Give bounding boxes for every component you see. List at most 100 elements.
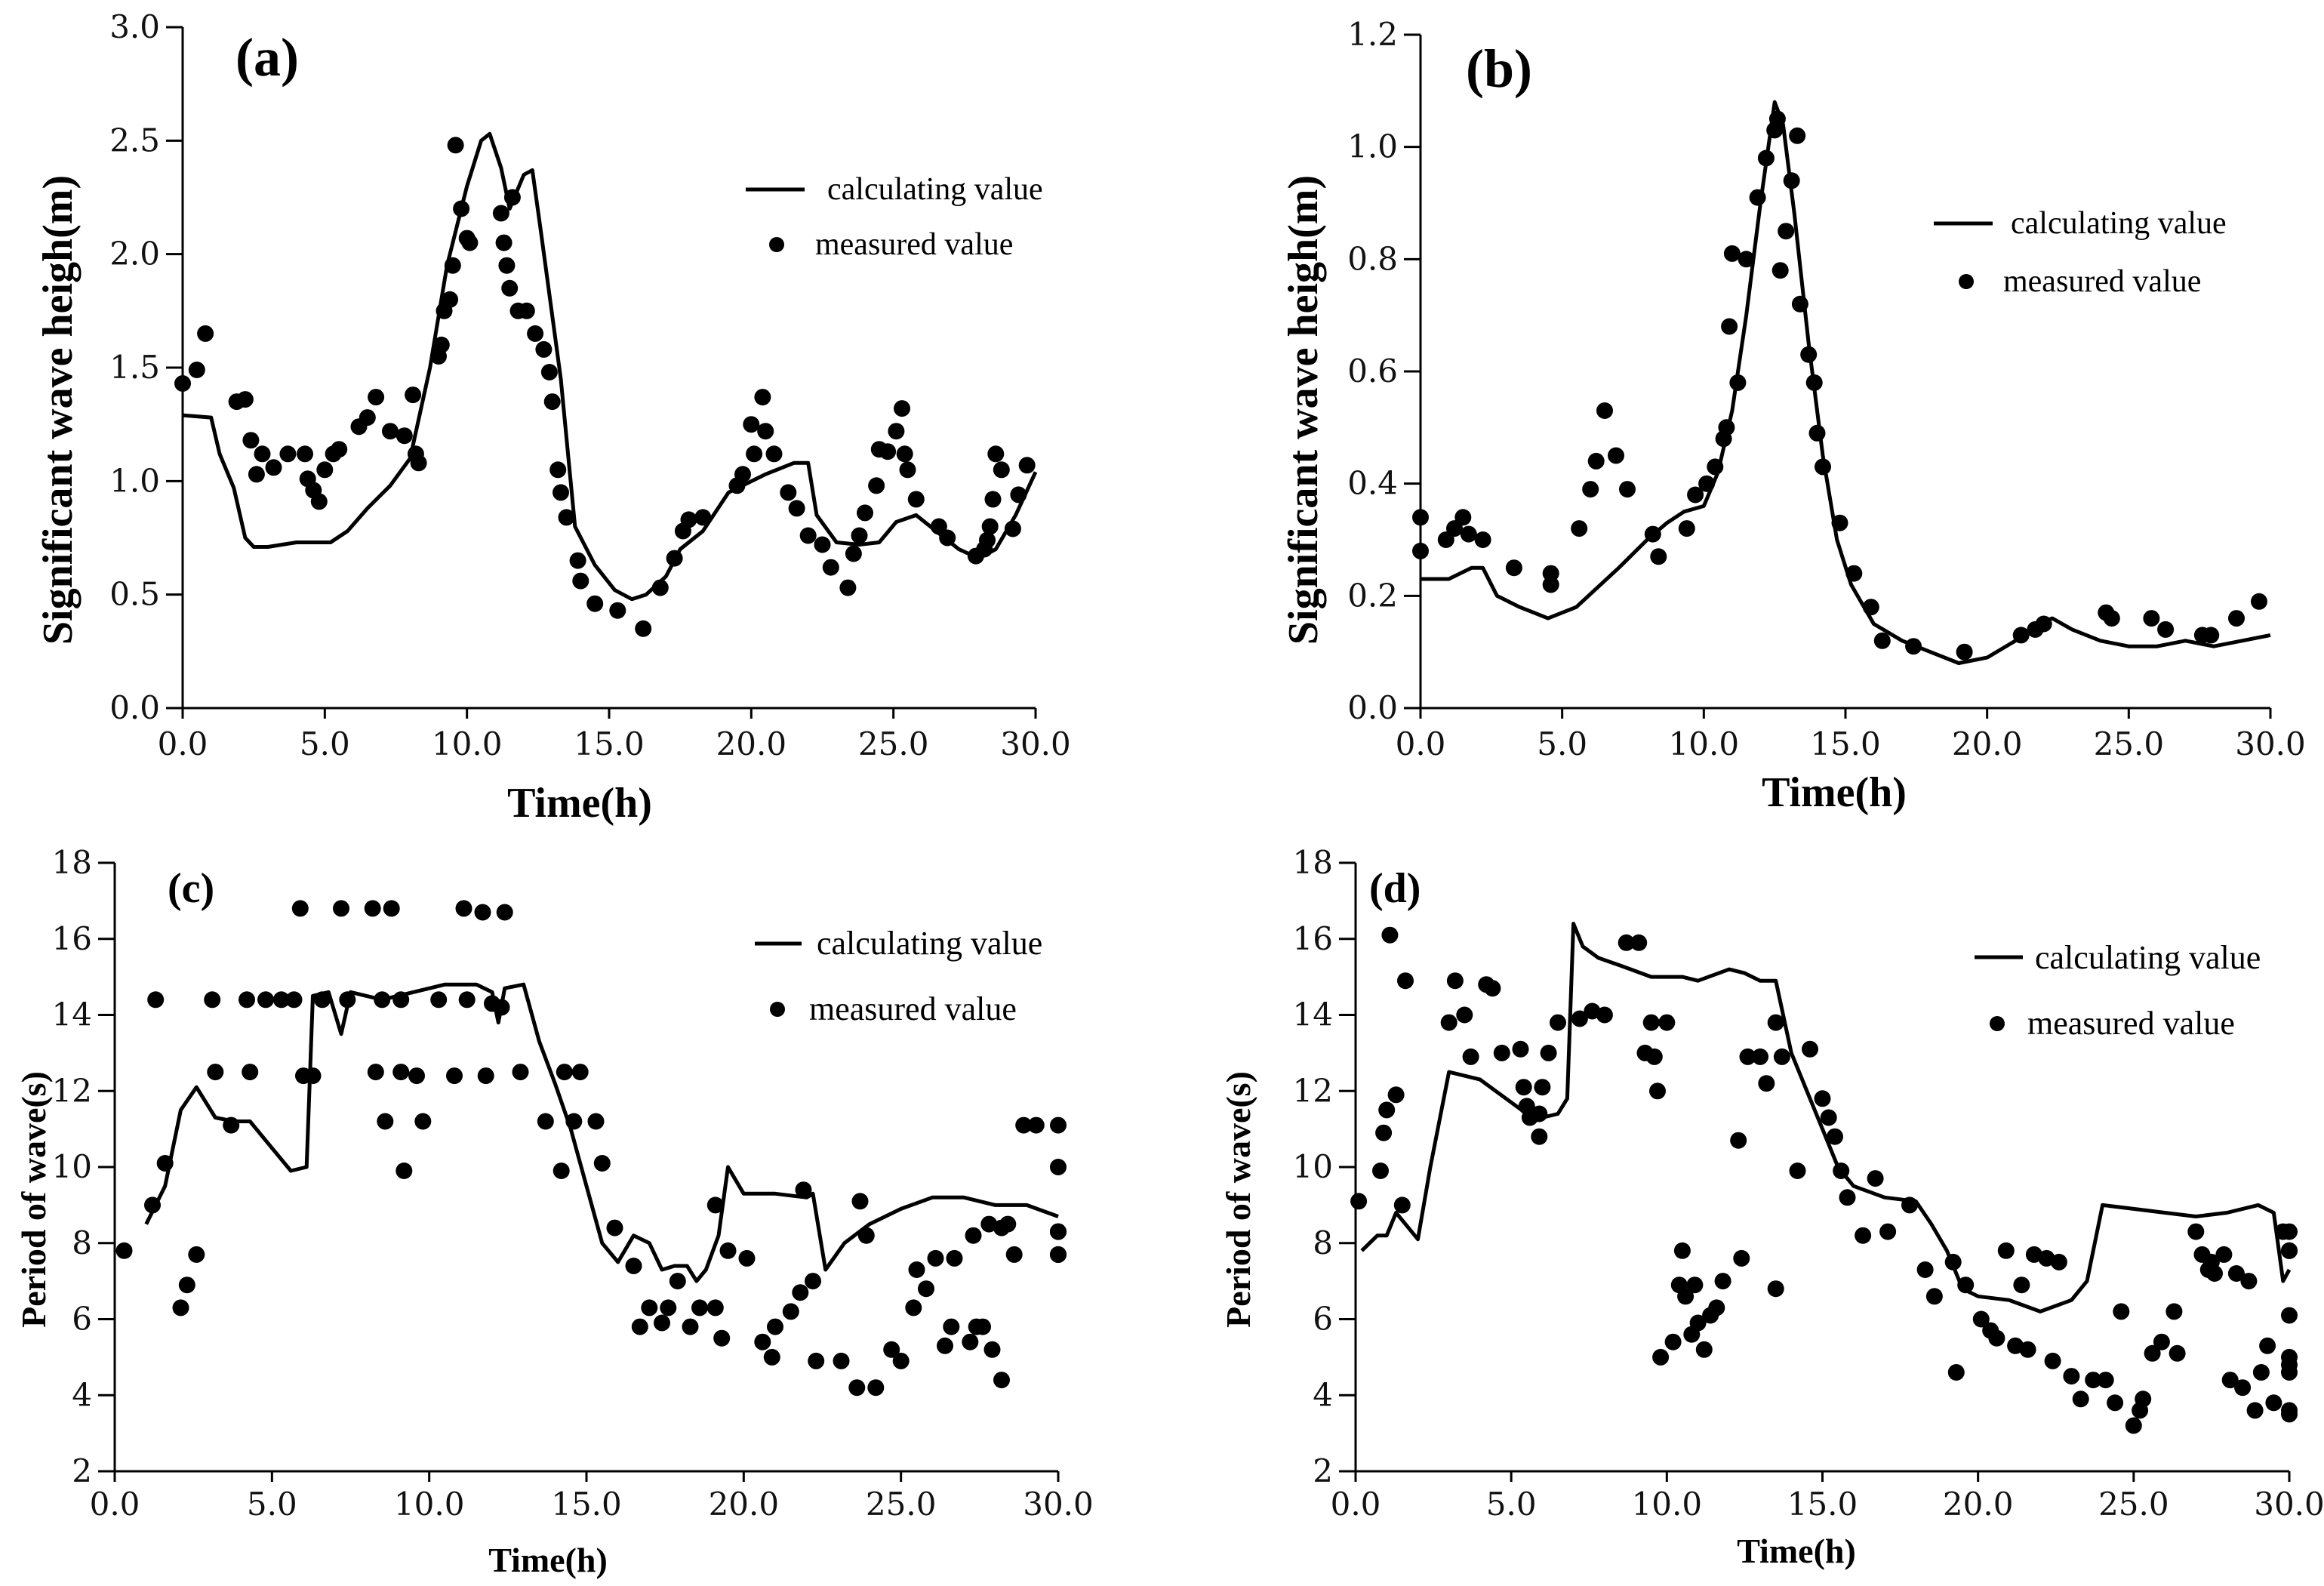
measured-point-b <box>1650 548 1667 565</box>
measured-point-c <box>805 1273 821 1290</box>
x-tick-label-b: 5.0 <box>1537 725 1587 762</box>
y-tick-label-c: 4 <box>72 1376 92 1413</box>
measured-point-a <box>635 620 652 637</box>
measured-point-b <box>1678 520 1695 537</box>
measured-point-a <box>297 445 313 463</box>
measured-point-c <box>414 1113 432 1130</box>
measured-point-c <box>147 991 165 1009</box>
y-tick-label-d: 6 <box>1313 1301 1333 1338</box>
measured-point-d <box>1618 934 1635 951</box>
measured-point-d <box>2038 1249 2055 1267</box>
measured-point-c <box>795 1181 812 1199</box>
measured-point-b <box>1619 481 1636 498</box>
measured-point-d <box>1534 1079 1551 1096</box>
measured-point-b <box>2012 627 2030 644</box>
measured-point-a <box>382 423 399 440</box>
x-tick-label-c: 25.0 <box>866 1486 937 1523</box>
measured-point-a <box>396 427 413 445</box>
measured-point-d <box>1375 1124 1393 1141</box>
measured-point-d <box>2281 1307 2298 1324</box>
measured-point-c <box>115 1242 133 1259</box>
measured-point-d <box>1773 1048 1790 1065</box>
measured-point-b <box>1768 110 1786 128</box>
measured-point-a <box>242 432 260 449</box>
x-axis-label-d: Time(h) <box>1737 1532 1856 1570</box>
y-tick-label-c: 2 <box>72 1452 92 1489</box>
x-axis-label-a: Time(h) <box>507 780 652 827</box>
measured-point-d <box>1767 1280 1784 1298</box>
measured-point-d <box>2252 1364 2270 1381</box>
x-tick-label-d: 15.0 <box>1787 1486 1858 1523</box>
measured-point-d <box>1484 980 1501 997</box>
measured-point-d <box>2187 1223 2205 1240</box>
measured-point-a <box>444 257 461 274</box>
measured-point-a <box>939 529 956 547</box>
measured-point-d <box>1879 1223 1897 1240</box>
y-tick-label-a: 0.0 <box>109 689 160 726</box>
measured-point-a <box>788 500 805 517</box>
measured-point-d <box>1677 1288 1695 1305</box>
measured-point-a <box>746 445 763 463</box>
measured-point-d <box>2019 1341 2036 1358</box>
measured-point-d <box>2281 1223 2298 1240</box>
measured-point-d <box>1867 1170 1884 1187</box>
measured-point-b <box>1749 189 1766 206</box>
measured-point-b <box>1505 559 1522 577</box>
y-tick-label-d: 14 <box>1293 996 1333 1033</box>
measured-point-d <box>1642 1014 1660 1031</box>
measured-point-c <box>763 1348 780 1366</box>
measured-point-d <box>1925 1288 1943 1305</box>
measured-point-c <box>512 1064 529 1081</box>
measured-point-d <box>2165 1303 2183 1320</box>
measured-point-c <box>458 991 476 1009</box>
measured-point-a <box>549 461 567 479</box>
measured-point-c <box>571 1064 589 1081</box>
measured-point-a <box>907 491 925 508</box>
x-tick-label-d: 20.0 <box>1943 1486 2014 1523</box>
measured-point-a <box>930 518 947 535</box>
measured-point-c <box>392 991 410 1009</box>
calculated-series-line-d <box>1360 922 2292 1313</box>
y-tick-label-b: 0.2 <box>1347 577 1398 614</box>
measured-point-d <box>1456 1006 1473 1024</box>
measured-point-a <box>651 579 669 596</box>
measured-point-c <box>983 1341 1001 1358</box>
measured-point-a <box>331 441 348 458</box>
measured-point-c <box>446 1067 463 1085</box>
measured-point-d <box>1730 1132 1747 1149</box>
legend-line-label-a: calculating value <box>827 172 1043 207</box>
measured-point-c <box>691 1299 708 1317</box>
measured-point-c <box>974 1318 991 1335</box>
panel-label-d: (d) <box>1369 865 1421 912</box>
measured-point-b <box>1738 251 1755 268</box>
measured-point-d <box>2281 1242 2298 1259</box>
measured-point-b <box>1644 525 1661 543</box>
measured-point-c <box>782 1303 799 1320</box>
measured-point-a <box>799 527 817 544</box>
y-tick-label-b: 1.2 <box>1347 16 1398 53</box>
legend-marker-label-b: measured value <box>2003 264 2201 299</box>
measured-point-a <box>310 493 328 510</box>
measured-point-c <box>927 1249 944 1267</box>
measured-point-b <box>1862 599 1879 616</box>
measured-point-d <box>1972 1310 1990 1328</box>
y-tick-label-c: 16 <box>52 920 92 957</box>
legend-marker-swatch-b <box>1959 274 1974 289</box>
measured-point-a <box>197 325 214 342</box>
measured-point-d <box>2113 1303 2130 1320</box>
y-tick-label-c: 14 <box>52 996 92 1033</box>
measured-point-a <box>757 423 774 440</box>
measured-point-d <box>1652 1348 1670 1366</box>
measured-point-d <box>1645 1048 1663 1065</box>
measured-point-a <box>609 602 626 619</box>
y-axis-label-d: Period of wave(s) <box>1219 1071 1257 1328</box>
measured-point-a <box>1018 457 1036 474</box>
measured-point-d <box>1531 1105 1548 1123</box>
y-tick-label-c: 18 <box>52 844 92 881</box>
measured-point-d <box>1512 1040 1529 1058</box>
measured-point-a <box>405 386 422 404</box>
measured-point-c <box>314 991 331 1009</box>
measured-point-b <box>1687 486 1704 504</box>
measured-point-b <box>2228 610 2245 627</box>
x-tick-label-c: 20.0 <box>709 1486 780 1523</box>
